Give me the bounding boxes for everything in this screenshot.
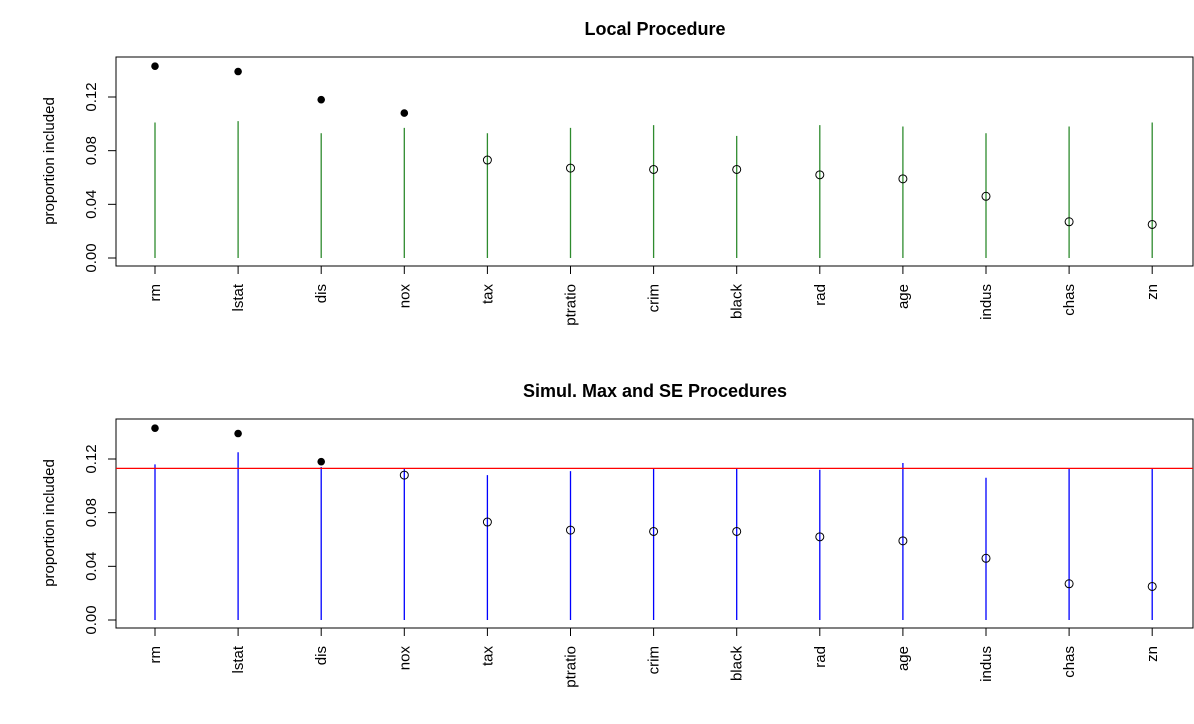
data-point [1064, 579, 1074, 589]
data-points [151, 62, 1157, 229]
x-tick-label: lstat [230, 645, 247, 673]
data-point [1147, 219, 1157, 229]
data-point [649, 526, 659, 536]
y-axis-label: proportion included [41, 459, 58, 587]
y-axis: 0.00 0.04 0.08 0.12 [83, 444, 117, 635]
x-tick-label: dis [313, 646, 330, 665]
x-tick-label: indus [978, 284, 995, 320]
panel-local-procedure: Local Procedure proportion included 0.00… [41, 19, 1194, 326]
data-point [566, 525, 575, 535]
data-point-selected [234, 67, 242, 76]
x-tick-label: ptratio [563, 646, 580, 688]
data-points [151, 424, 1157, 591]
y-tick-label: 0.12 [83, 444, 100, 473]
data-point [399, 470, 409, 480]
y-axis: 0.00 0.04 0.08 0.12 [83, 82, 117, 273]
data-point [482, 517, 492, 527]
x-tick-label: crim [646, 646, 663, 674]
data-point [815, 170, 825, 180]
y-tick-label: 0.12 [83, 82, 100, 111]
x-tick-label: dis [313, 284, 330, 303]
data-point-selected [317, 95, 326, 104]
data-point [1147, 581, 1157, 591]
x-tick-label: chas [1061, 284, 1078, 316]
data-point [482, 155, 492, 165]
chart-title: Local Procedure [584, 19, 725, 39]
x-tick-label: rm [147, 646, 164, 664]
data-point [566, 163, 575, 173]
x-tick-label: nox [396, 284, 413, 309]
y-tick-label: 0.08 [83, 498, 100, 527]
x-tick-label: rad [812, 646, 829, 668]
x-tick-label: tax [479, 284, 496, 305]
x-tick-label: age [895, 284, 912, 309]
data-point [898, 536, 908, 546]
x-tick-label: rm [147, 284, 164, 302]
chart-title: Simul. Max and SE Procedures [523, 381, 787, 401]
threshold-stems [154, 452, 1153, 620]
data-point [732, 164, 742, 174]
x-tick-label: black [729, 646, 746, 682]
x-tick-label: nox [396, 646, 413, 671]
data-point [981, 553, 991, 563]
x-tick-label: tax [479, 646, 496, 667]
data-point [732, 526, 742, 536]
y-tick-label: 0.00 [83, 605, 100, 634]
x-tick-label: zn [1144, 284, 1161, 300]
x-axis: rm lstat dis nox tax ptratio crim black rad age in… [147, 627, 1161, 688]
data-point [649, 164, 659, 174]
y-tick-label: 0.04 [83, 552, 100, 581]
x-tick-label: chas [1061, 646, 1078, 678]
plot-frame [115, 418, 1194, 629]
x-tick-label: age [895, 646, 912, 671]
y-axis-label: proportion included [41, 97, 58, 225]
y-tick-label: 0.00 [83, 243, 100, 272]
x-tick-label: rad [812, 284, 829, 306]
panel-simul-max-se-procedures: Simul. Max and SE Procedures proportion … [41, 381, 1194, 688]
plot-frame [115, 56, 1194, 267]
y-tick-label: 0.08 [83, 136, 100, 165]
x-axis: rm lstat dis nox tax ptratio crim black rad age in… [147, 265, 1161, 326]
x-tick-label: zn [1144, 646, 1161, 662]
data-point-selected [400, 109, 409, 117]
x-tick-label: black [729, 284, 746, 320]
x-tick-label: ptratio [563, 284, 580, 326]
data-point [1064, 217, 1074, 227]
data-point-selected [234, 429, 242, 438]
x-tick-label: lstat [230, 283, 247, 311]
data-point [815, 532, 825, 542]
x-tick-label: crim [646, 284, 663, 312]
data-point [981, 191, 991, 201]
data-point-selected [151, 424, 159, 432]
threshold-stems [154, 121, 1153, 258]
data-point [898, 174, 908, 184]
data-point-selected [151, 62, 159, 70]
x-tick-label: indus [978, 646, 995, 682]
data-point-selected [317, 457, 326, 466]
y-tick-label: 0.04 [83, 190, 100, 219]
